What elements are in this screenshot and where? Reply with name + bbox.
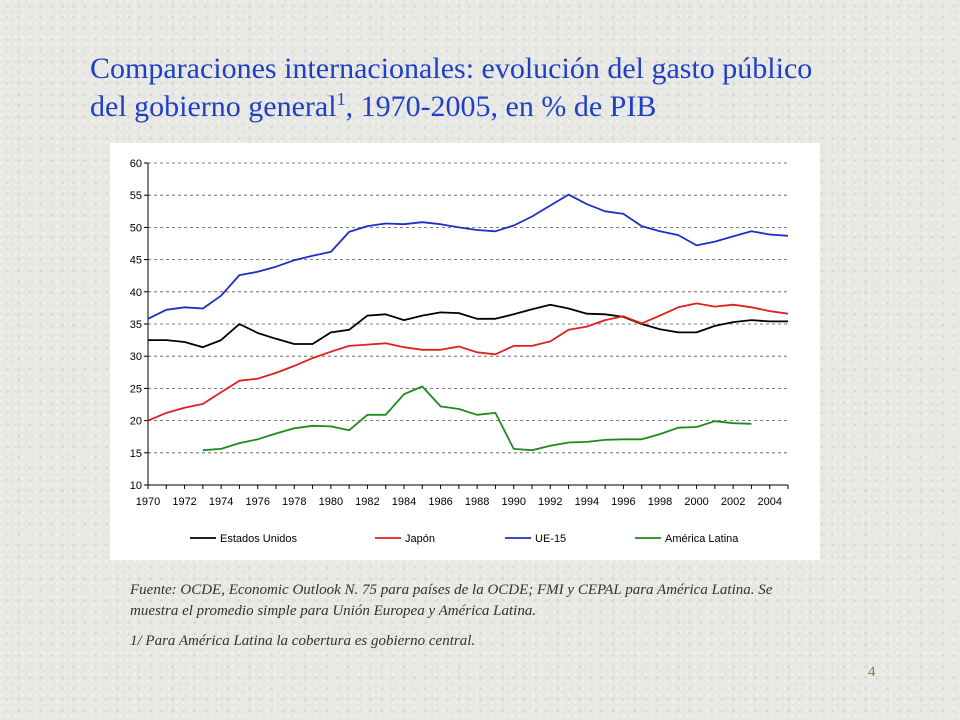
chart-panel: 10 15 20 25 30 35 40 45 50 55 60 1970 1972 1974 1976 19… <box>110 143 820 560</box>
y-tick-label-30: 30 <box>130 351 142 363</box>
legend-label-3: América Latina <box>665 533 739 545</box>
title-line-1: Comparaciones internacionales: evolución… <box>90 52 813 85</box>
source-note: Fuente: OCDE, Economic Outlook N. 75 par… <box>130 582 773 619</box>
x-tick-label-1994: 1994 <box>575 496 599 508</box>
x-tick-label-1972: 1972 <box>172 496 196 508</box>
y-tick-label-40: 40 <box>130 287 142 299</box>
x-tick-label-1974: 1974 <box>209 496 233 508</box>
x-tick-label-1976: 1976 <box>245 496 269 508</box>
series-line-1 <box>147 302 789 422</box>
legend-label-0: Estados Unidos <box>220 533 298 545</box>
footnote: 1/ Para América Latina la cobertura es g… <box>130 633 476 649</box>
title-line-2-suffix: , 1970-2005, en % de PIB <box>345 90 657 123</box>
title-footnote-marker: 1 <box>336 89 346 109</box>
y-tick-label-60: 60 <box>130 158 142 170</box>
legend-label-1: Japón <box>405 533 435 545</box>
legend-label-2: UE-15 <box>535 533 566 545</box>
y-tick-label-50: 50 <box>130 222 142 234</box>
x-tick-label-2002: 2002 <box>721 496 745 508</box>
line-chart: 10 15 20 25 30 35 40 45 50 55 60 1970 1972 1974 1976 19… <box>130 158 789 545</box>
notes: Fuente: OCDE, Economic Outlook N. 75 par… <box>130 580 810 661</box>
x-tick-label-2004: 2004 <box>757 496 781 508</box>
x-tick-label-1998: 1998 <box>648 496 672 508</box>
x-tick-label-1986: 1986 <box>428 496 452 508</box>
y-tick-label-45: 45 <box>130 255 142 267</box>
y-tick-label-10: 10 <box>130 480 142 492</box>
series-line-0 <box>148 303 788 349</box>
title-line-2: del gobierno general1, 1970-2005, en % d… <box>90 88 910 126</box>
x-tick-label-1984: 1984 <box>392 496 416 508</box>
x-tick-label-1990: 1990 <box>501 496 525 508</box>
y-tick-label-20: 20 <box>130 416 142 428</box>
title-line-2-text: del gobierno general <box>90 90 337 123</box>
y-tick-label-25: 25 <box>130 383 142 395</box>
slide-title: Comparaciones internacionales: evolución… <box>90 50 910 126</box>
x-tick-label-1992: 1992 <box>538 496 562 508</box>
x-tick-label-1982: 1982 <box>355 496 379 508</box>
y-tick-label-15: 15 <box>130 448 142 460</box>
page-number: 4 <box>868 664 876 680</box>
x-tick-label-1996: 1996 <box>611 496 635 508</box>
series-line-3 <box>202 385 752 452</box>
y-tick-label-35: 35 <box>130 319 142 331</box>
series-line-2 <box>147 193 789 320</box>
x-tick-label-1978: 1978 <box>282 496 306 508</box>
x-tick-label-1988: 1988 <box>465 496 489 508</box>
y-tick-label-55: 55 <box>130 190 142 202</box>
x-tick-label-1970: 1970 <box>136 496 160 508</box>
x-tick-label-1980: 1980 <box>319 496 343 508</box>
x-tick-label-2000: 2000 <box>684 496 708 508</box>
